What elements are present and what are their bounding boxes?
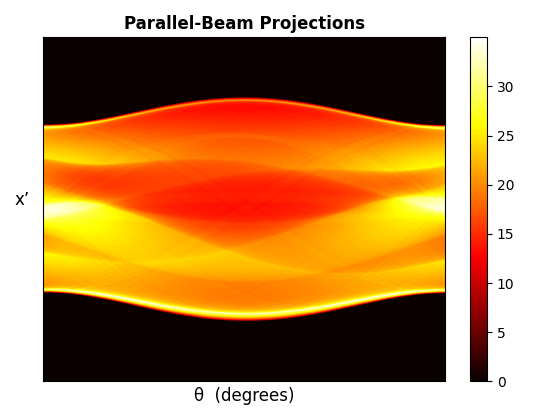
Y-axis label: x’: x’ (15, 192, 30, 210)
X-axis label: θ  (degrees): θ (degrees) (194, 387, 295, 405)
Title: Parallel-Beam Projections: Parallel-Beam Projections (124, 15, 365, 33)
